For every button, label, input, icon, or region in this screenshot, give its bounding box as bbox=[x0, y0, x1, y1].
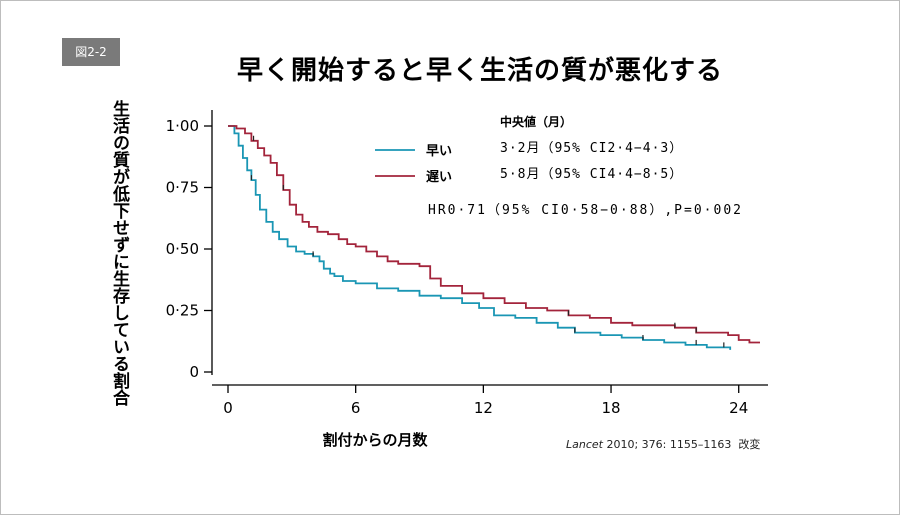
median-header: 中央値（月） bbox=[500, 114, 572, 129]
x-tick-label: 6 bbox=[351, 399, 361, 417]
y-tick-label: 0·75 bbox=[166, 179, 199, 197]
survival-curve-late bbox=[228, 125, 760, 344]
median-value-late: 5·8月（95% CI4·4−8·5） bbox=[500, 167, 683, 182]
figure-number-badge: 図2-2 bbox=[62, 38, 120, 66]
citation: Lancet 2010; 376: 1155–1163 改変 bbox=[566, 436, 760, 452]
figure-title: 早く開始すると早く生活の質が悪化する bbox=[236, 56, 723, 86]
hazard-ratio-text: HR0·71（95% CI0·58−0·88）,P=0·002 bbox=[428, 203, 743, 218]
y-tick-label: 0 bbox=[189, 363, 199, 381]
chart-axes: 0 0·25 0·50 0·75 1·00 0 6 12 18 24 bbox=[166, 110, 768, 417]
chart-legend: 早い 3·2月（95% CI2·4−4·3） 遅い 5·8月（95% CI4·4−8·… bbox=[375, 141, 683, 185]
y-tick-label: 1·00 bbox=[166, 117, 199, 135]
y-tick-label: 0·25 bbox=[166, 302, 199, 320]
y-axis-label: 生活の質が低下せずに生存している割合 bbox=[109, 100, 129, 406]
x-tick-label: 0 bbox=[223, 399, 233, 417]
legend-label-late: 遅い bbox=[426, 170, 452, 185]
chart-curves bbox=[228, 125, 760, 350]
citation-note: 改変 bbox=[738, 438, 761, 451]
legend-label-early: 早い bbox=[426, 144, 452, 159]
x-tick-label: 18 bbox=[601, 399, 620, 417]
y-tick-label: 0·50 bbox=[166, 240, 199, 258]
x-tick-label: 12 bbox=[474, 399, 493, 417]
survival-curve-early bbox=[228, 125, 732, 350]
x-tick-label: 24 bbox=[729, 399, 748, 417]
citation-details: 2010; 376: 1155–1163 bbox=[606, 438, 732, 451]
x-axis-label: 割付からの月数 bbox=[322, 431, 428, 449]
citation-journal: Lancet bbox=[566, 438, 603, 451]
median-value-early: 3·2月（95% CI2·4−4·3） bbox=[500, 141, 683, 156]
